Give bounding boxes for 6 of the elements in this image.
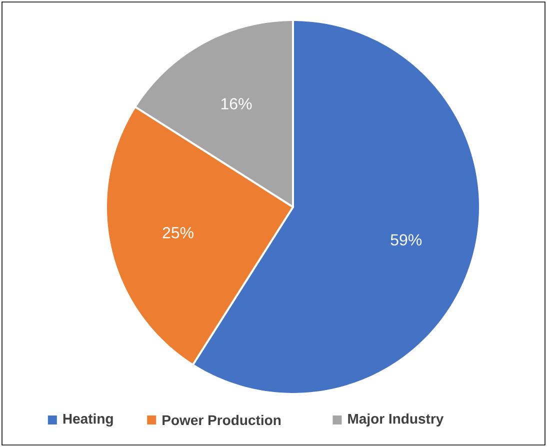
legend-label: Major Industry (348, 413, 444, 427)
legend-label: Power Production (162, 414, 281, 426)
data-label: 59% (390, 234, 422, 246)
data-label: 16% (221, 98, 252, 110)
data-label: 25% (162, 227, 194, 238)
legend-label: Heating (63, 413, 113, 427)
